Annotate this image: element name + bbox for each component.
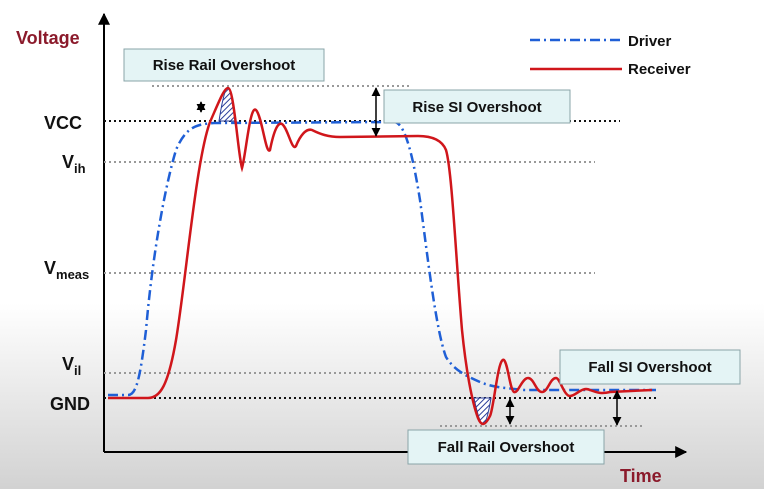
legend-receiver-label: Receiver [628, 61, 691, 78]
x-axis-title: Time [620, 466, 662, 486]
rise-rail-callout: Rise Rail Overshoot [123, 48, 325, 82]
vil-label: Vil [62, 354, 81, 378]
fall-rail-callout: Fall Rail Overshoot [407, 429, 605, 465]
fall-si-callout-text: Fall SI Overshoot [588, 359, 711, 376]
vcc-label: VCC [44, 113, 82, 133]
y-axis-title: Voltage [16, 28, 80, 48]
receiver-waveform [108, 86, 653, 426]
fall-si-callout: Fall SI Overshoot [559, 349, 741, 385]
rise-si-callout-text: Rise SI Overshoot [412, 99, 541, 116]
fall-rail-callout-text: Fall Rail Overshoot [438, 439, 575, 456]
rise-si-callout: Rise SI Overshoot [383, 89, 571, 124]
vmeas-label: Vmeas [44, 258, 89, 282]
legend-driver-label: Driver [628, 33, 672, 50]
vih-label: Vih [62, 152, 86, 176]
gnd-label: GND [50, 394, 90, 414]
rise-rail-callout-text: Rise Rail Overshoot [153, 57, 296, 74]
